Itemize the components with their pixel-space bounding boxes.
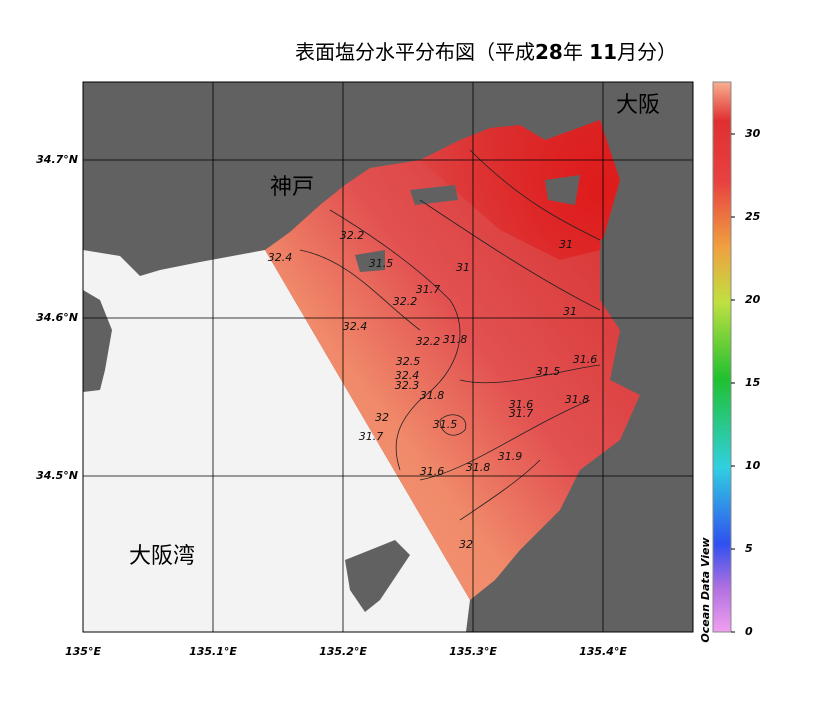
island	[600, 235, 650, 300]
colorbar	[712, 81, 732, 633]
contour-label: 31.8	[466, 461, 491, 474]
contour	[469, 149, 601, 241]
title-part: 月分）	[617, 40, 677, 64]
title-box	[258, 30, 714, 74]
title-part: 28	[535, 40, 563, 64]
x-tick-label: 135.2°E	[319, 645, 367, 658]
contour-label: 31.7	[509, 407, 534, 420]
contour-label: 31	[456, 261, 470, 274]
map-frame	[82, 81, 694, 633]
contour-label: 31.7	[359, 430, 384, 443]
colorbar-tick-label: 20	[745, 293, 761, 306]
y-tick-label: 34.6°N	[36, 311, 78, 324]
colorbar-label: Ocean Data View	[699, 537, 712, 643]
island	[345, 540, 410, 612]
contour-label: 31	[559, 238, 573, 251]
colorbar-tick-label: 30	[745, 127, 761, 140]
contour	[299, 249, 421, 331]
contour-label: 32	[375, 411, 389, 424]
colorbar-tick-label: 10	[745, 459, 761, 472]
contour-label: 31.5	[369, 257, 394, 270]
title-part: 11	[589, 40, 617, 64]
contour-label: 32.4	[395, 369, 420, 382]
contour-label: 32.5	[396, 355, 421, 368]
colorbar-tick-label: 15	[745, 376, 761, 389]
contour-label: 31.5	[536, 365, 561, 378]
contour-label: 32.2	[416, 335, 441, 348]
contour	[329, 209, 461, 471]
contour-label: 32.4	[268, 251, 293, 264]
place-name: 大阪	[616, 93, 660, 118]
sea	[83, 250, 470, 632]
contour	[419, 399, 591, 481]
island	[355, 250, 385, 272]
contour	[459, 459, 541, 521]
title-part: 表面塩分水平分布図（平成	[295, 40, 535, 64]
contour-label: 31.8	[565, 393, 590, 406]
x-tick-label: 135.4°E	[579, 645, 627, 658]
contour-label: 31.6	[509, 398, 534, 411]
title-part: 年	[563, 40, 589, 64]
x-tick-label: 135.3°E	[449, 645, 497, 658]
contour-label: 31.5	[433, 418, 458, 431]
colorbar-tick-label: 0	[745, 625, 753, 638]
island	[410, 185, 458, 205]
contour	[419, 199, 601, 311]
place-name: 神戸	[270, 175, 314, 200]
contour-label: 32.4	[343, 320, 368, 333]
x-tick-label: 135°E	[65, 645, 101, 658]
contour-label: 32.2	[393, 295, 418, 308]
contour-label: 32.2	[340, 229, 365, 242]
y-tick-label: 34.7°N	[36, 153, 78, 166]
contour	[459, 364, 601, 384]
contour-label: 31.9	[498, 450, 523, 463]
contour-label: 32.3	[395, 379, 420, 392]
island	[545, 175, 580, 205]
salinity-field	[420, 120, 620, 260]
contour-label: 31.6	[573, 353, 598, 366]
contour	[439, 414, 467, 436]
contour-label: 31.7	[416, 283, 441, 296]
contour-label: 31.8	[420, 389, 445, 402]
contour-label: 31.6	[420, 465, 445, 478]
contour-label: 32	[459, 538, 473, 551]
x-tick-label: 135.1°E	[189, 645, 237, 658]
land	[83, 290, 112, 392]
contour-label: 31	[563, 305, 577, 318]
contour-label: 31.8	[443, 333, 468, 346]
place-name: 大阪湾	[129, 544, 195, 569]
colorbar-tick-label: 25	[745, 210, 761, 223]
title: 表面塩分水平分布図（平成28年 11月分）	[295, 40, 677, 64]
y-tick-label: 34.5°N	[36, 469, 78, 482]
colorbar-tick-label: 5	[745, 542, 753, 555]
